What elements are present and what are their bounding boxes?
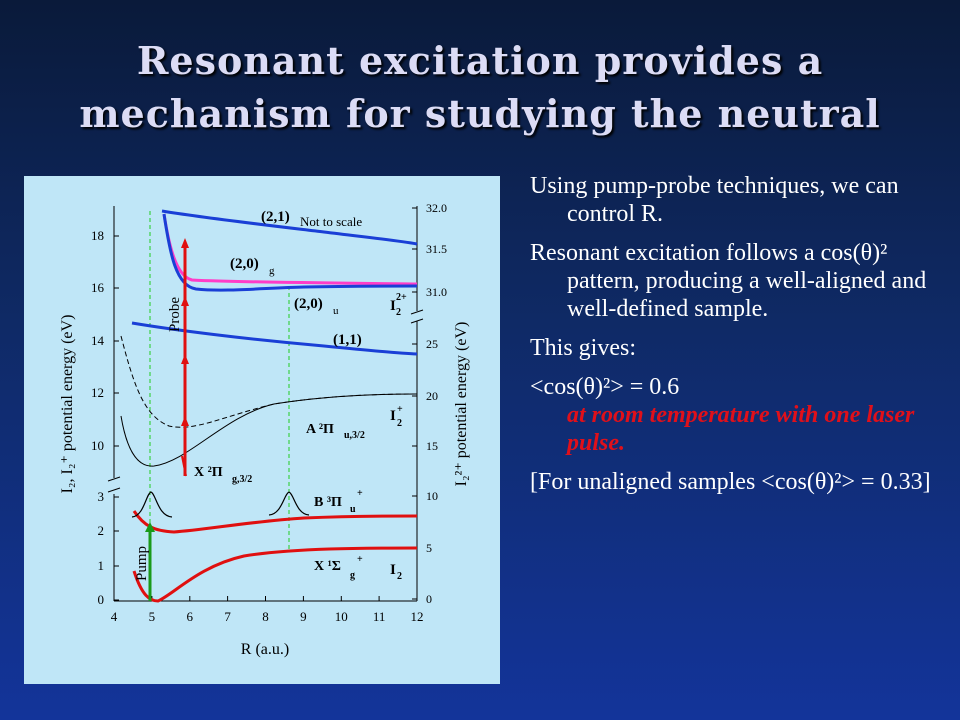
dication-curves: [131, 209, 418, 356]
label-state-20g: (2,0): [230, 256, 259, 272]
label-I-plus-sup: +: [397, 404, 403, 415]
neutral-curves: [132, 510, 418, 603]
left-tick-label: 0: [98, 592, 105, 607]
label-A-sub: u,3/2: [344, 430, 365, 441]
paragraph-pump-probe: Using pump-probe techniques, we can cont…: [530, 173, 899, 227]
right-axis-label: I₂²⁺ potential energy (eV): [453, 322, 470, 487]
ion-arrow: [181, 455, 187, 477]
x-tick-label: 10: [335, 609, 348, 624]
label-X-sub: g: [350, 570, 355, 581]
x-tick-label: 7: [224, 609, 231, 624]
x-tick-label: 8: [262, 609, 269, 624]
result-note: at room temperature with one laser pulse…: [567, 402, 915, 456]
curve-A-ion: [120, 335, 418, 428]
wavepackets: [131, 491, 310, 518]
right-tick-label: 0: [426, 592, 432, 606]
left-tick-label: 2: [98, 523, 105, 538]
plot-frame: [107, 206, 424, 602]
slide-body: Using pump-probe techniques, we can cont…: [530, 172, 940, 507]
label-state-11: (1,1): [333, 332, 362, 348]
x-tick-label: 5: [149, 609, 156, 624]
label-X-state: X ¹Σ: [314, 559, 341, 574]
label-I-neutral-sub: 2: [397, 571, 402, 582]
label-not-to-scale: Not to scale: [300, 214, 362, 229]
potential-energy-diagram: 4 5 6 7 8 9 10 11 12 R (a.u.) 10 12 14: [24, 176, 500, 684]
x-tick-label: 12: [411, 609, 424, 624]
label-state-20u: (2,0): [294, 296, 323, 312]
right-tick-label: 25: [426, 337, 438, 351]
probe-arrow: [181, 238, 189, 476]
curve-21: [161, 209, 418, 246]
right-tick-label: 5: [426, 541, 432, 555]
ion-curves: [120, 335, 418, 467]
right-tick-label: 10: [426, 489, 438, 503]
label-state-20g-sub: g: [269, 265, 275, 277]
curve-X-neutral: [132, 546, 418, 603]
x-tick-label: 11: [373, 609, 386, 624]
label-ion-I2: I: [390, 298, 396, 314]
x-tick-label: 6: [187, 609, 194, 624]
right-tick-label: 32.0: [426, 201, 447, 215]
right-axis-ticks: [412, 207, 417, 600]
label-pump: Pump: [134, 546, 150, 581]
x-axis-label: R (a.u.): [241, 641, 289, 658]
label-I-plus-sub: 2: [397, 418, 402, 429]
paragraph-resonant: Resonant excitation follows a cos(θ)² pa…: [530, 240, 927, 322]
label-I-neutral: I: [390, 562, 396, 578]
label-B-sub: u: [350, 504, 356, 515]
paragraph-unaligned: [For unaligned samples <cos(θ)²> = 0.33]: [530, 469, 931, 495]
left-axis-ticks: [114, 235, 119, 601]
slide-title: Resonant excitation provides a mechanism…: [79, 38, 881, 136]
curve-X-ion: [120, 393, 418, 467]
right-tick-label: 31.0: [426, 285, 447, 299]
label-A-state: A ²Π: [306, 422, 334, 437]
result-value: <cos(θ)²> = 0.6: [530, 374, 680, 400]
label-X-plus: X ²Π: [194, 465, 223, 480]
paragraph-this-gives: This gives:: [530, 335, 636, 361]
label-probe: Probe: [167, 297, 183, 332]
curve-11: [131, 321, 418, 356]
label-X-plus-sub: g,3/2: [232, 474, 252, 485]
label-I-plus: I: [390, 408, 396, 424]
left-tick-label: 10: [91, 438, 104, 453]
label-ion-I2-sub: 2: [396, 307, 401, 318]
label-state-21: (2,1): [261, 209, 290, 225]
paragraph-result: <cos(θ)²> = 0.6 at room temperature with …: [530, 373, 940, 457]
right-tick-label: 31.5: [426, 242, 447, 256]
left-tick-label: 14: [91, 333, 105, 348]
label-B-state: B ³Π: [314, 495, 342, 510]
curve-B-neutral: [132, 510, 418, 534]
right-tick-label: 20: [426, 389, 438, 403]
label-X-sup: +: [357, 554, 363, 565]
left-tick-label: 16: [91, 280, 105, 295]
curve-20u: [162, 213, 418, 292]
left-axis-label: I₂, I₂⁺ potential energy (eV): [59, 315, 76, 494]
label-state-20u-sub: u: [333, 305, 339, 317]
label-ion-I2-sup: 2+: [396, 292, 407, 303]
pump-arrow: [145, 522, 155, 601]
label-B-sup: +: [357, 488, 363, 499]
wavepacket-excited: [268, 491, 310, 516]
left-tick-label: 18: [91, 228, 104, 243]
wavepacket-ground: [131, 491, 173, 518]
x-tick-label: 9: [300, 609, 307, 624]
x-tick-label: 4: [111, 609, 118, 624]
left-tick-label: 1: [98, 558, 105, 573]
left-tick-label: 12: [91, 385, 104, 400]
curve-20g: [162, 213, 418, 286]
left-tick-label: 3: [98, 489, 105, 504]
right-tick-label: 15: [426, 439, 438, 453]
